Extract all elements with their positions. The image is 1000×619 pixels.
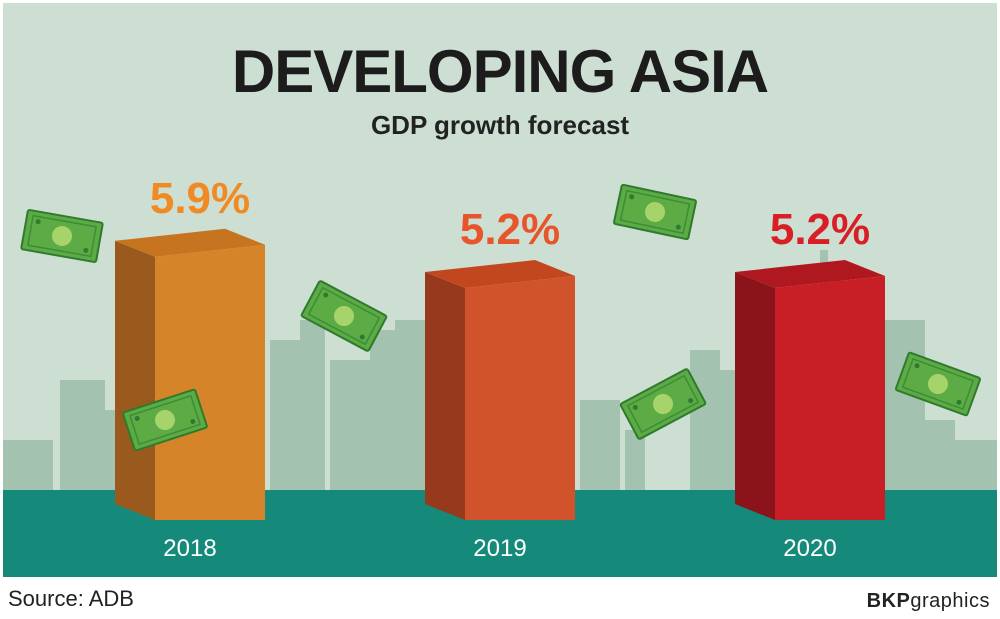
banknote-icon [895, 351, 981, 417]
bar-2020 [735, 260, 885, 520]
brand-credit: BKPgraphics [867, 590, 990, 613]
skyline-building [880, 320, 925, 490]
bar-2018 [115, 228, 265, 520]
bar-2019 [425, 260, 575, 520]
bar-front-face [155, 244, 265, 520]
skyline-building [690, 350, 720, 490]
banknotes-group [20, 183, 981, 452]
bar-front-face [775, 276, 885, 520]
source-note: Source: ADB [8, 586, 134, 611]
banknote-icon [300, 280, 388, 352]
bar-side-face [735, 272, 775, 520]
banknote-icon [613, 183, 697, 241]
bar-top-face [115, 228, 265, 257]
skyline-building [300, 320, 325, 490]
category-label: 2020 [783, 535, 836, 562]
skyline-building [3, 440, 28, 490]
bars-group: 5.9% 2018 5.2% 2019 5.2% 2020 [115, 174, 885, 562]
category-label: 2019 [473, 535, 526, 562]
bar-side-face [425, 272, 465, 520]
category-label: 2018 [163, 535, 216, 562]
brand-rest: graphics [910, 590, 990, 612]
bar-side-face [115, 240, 155, 520]
value-label: 5.2% [460, 205, 560, 254]
skyline-building [395, 320, 425, 490]
bar-front-face [465, 276, 575, 520]
chart-title: DEVELOPING ASIA [232, 38, 768, 105]
banknote-icon [20, 209, 104, 263]
brand-bold: BKP [866, 590, 911, 612]
skyline-building [625, 430, 645, 490]
banknote-icon [122, 388, 208, 452]
skyline-building [330, 360, 370, 490]
banknote-icon [619, 368, 707, 440]
skyline-building [955, 440, 997, 490]
skyline-building [370, 330, 395, 490]
value-label: 5.9% [150, 174, 250, 223]
skyline-building [580, 400, 620, 490]
bar-top-face [425, 260, 575, 288]
skyline-building [925, 420, 955, 490]
skyline-building [60, 380, 105, 490]
skyline-building [270, 340, 300, 490]
chart-subtitle: GDP growth forecast [371, 110, 629, 140]
value-label: 5.2% [770, 205, 870, 254]
skyline-building [28, 440, 53, 490]
bar-top-face [735, 260, 885, 288]
chart-svg: DEVELOPING ASIA GDP growth forecast 5.9%… [3, 3, 997, 577]
